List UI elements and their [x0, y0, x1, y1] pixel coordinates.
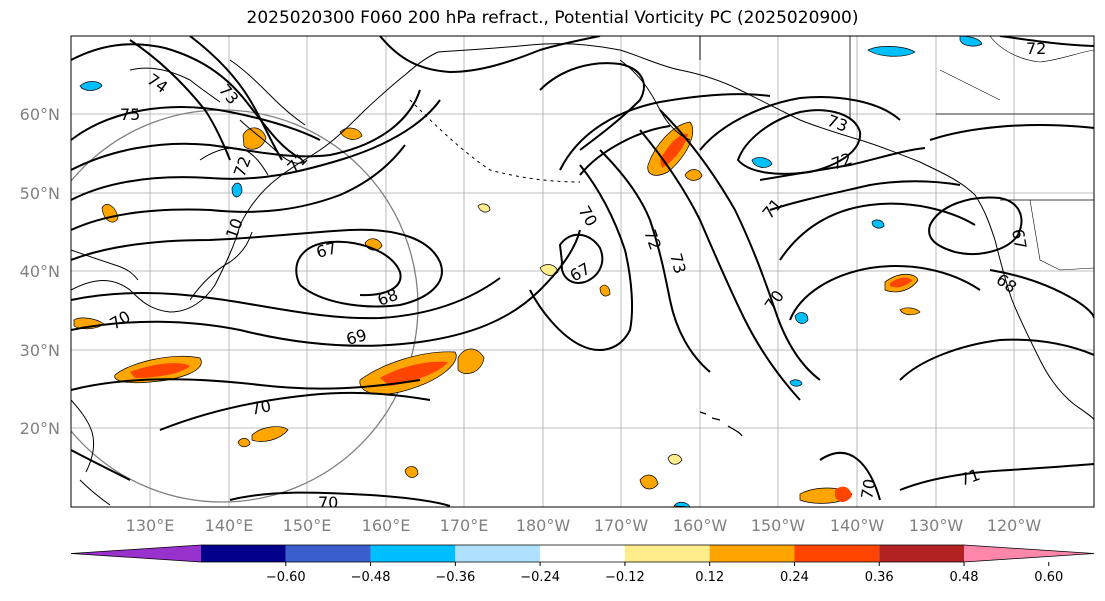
lat-label: 40°N	[20, 262, 60, 281]
colorbar-tick-label: 0.36	[865, 570, 894, 585]
colorbar: −0.60 −0.48 −0.36 −0.24 −0.12 0.12 0.24 0.36 0.4…	[70, 544, 1095, 585]
contour-label: 70	[318, 493, 338, 512]
colorbar-segment	[285, 545, 371, 562]
colorbar-tick-label: 0.48	[950, 570, 979, 585]
lat-label: 60°N	[20, 105, 60, 124]
lon-label: 120°W	[987, 516, 1042, 535]
map-title: 2025020300 F060 200 hPa refract., Potent…	[246, 8, 859, 28]
lat-label: 20°N	[20, 419, 60, 438]
colorbar-tick-label: 0.12	[695, 570, 724, 585]
contour-label: 67	[1008, 227, 1030, 250]
lon-label: 160°E	[362, 516, 411, 535]
contour-label: 70	[249, 396, 273, 419]
contour-label: 70	[857, 477, 879, 500]
lon-label: 170°W	[594, 516, 649, 535]
lon-label: 140°E	[205, 516, 254, 535]
lat-label: 30°N	[20, 341, 60, 360]
coastlines	[71, 36, 1094, 506]
contours	[71, 36, 1094, 507]
colorbar-segment	[201, 545, 286, 562]
lon-label: 140°W	[830, 516, 885, 535]
lon-label: 170°E	[440, 516, 489, 535]
pv-positive-patches	[73, 121, 921, 504]
colorbar-extend-high	[964, 545, 1094, 562]
colorbar-segment	[709, 545, 795, 562]
colorbar-tick-label: −0.24	[520, 570, 560, 585]
longitude-labels: 130°E 140°E 150°E 160°E 170°E 180°W 170°…	[126, 516, 1042, 535]
contour-label: 72	[1026, 39, 1046, 58]
plot-frame	[70, 35, 1095, 508]
colorbar-tick-label: −0.12	[605, 570, 645, 585]
lon-label: 160°W	[673, 516, 728, 535]
colorbar-segment	[370, 545, 456, 562]
contour-label: 69	[344, 325, 369, 349]
contour-label: 67	[314, 238, 339, 262]
colorbar-tick-label: −0.36	[435, 570, 475, 585]
colorbar-outline	[70, 544, 1095, 563]
contour-label: 75	[120, 105, 140, 124]
pv-negative-patches	[79, 36, 983, 507]
lat-label: 50°N	[20, 184, 60, 203]
lon-label: 130°W	[909, 516, 964, 535]
colorbar-segment	[794, 545, 880, 562]
lon-label: 150°E	[283, 516, 332, 535]
contour-label: 73	[666, 251, 690, 276]
colorbar-tick-label: −0.60	[266, 570, 306, 585]
colorbar-segment	[455, 545, 541, 562]
lon-label: 150°W	[751, 516, 806, 535]
lon-label: 130°E	[126, 516, 175, 535]
colorbar-tick-label: 0.24	[780, 570, 809, 585]
colorbar-tick-label: 0.60	[1034, 570, 1063, 585]
lon-label: 180°W	[516, 516, 571, 535]
colorbar-segment	[540, 545, 625, 562]
colorbar-segment	[624, 545, 710, 562]
latitude-labels: 60°N 50°N 40°N 30°N 20°N	[20, 105, 60, 438]
colorbar-segment	[879, 545, 964, 562]
colorbar-tick-label: −0.48	[351, 570, 391, 585]
colorbar-extend-low	[71, 545, 201, 562]
gridlines	[71, 36, 1094, 507]
